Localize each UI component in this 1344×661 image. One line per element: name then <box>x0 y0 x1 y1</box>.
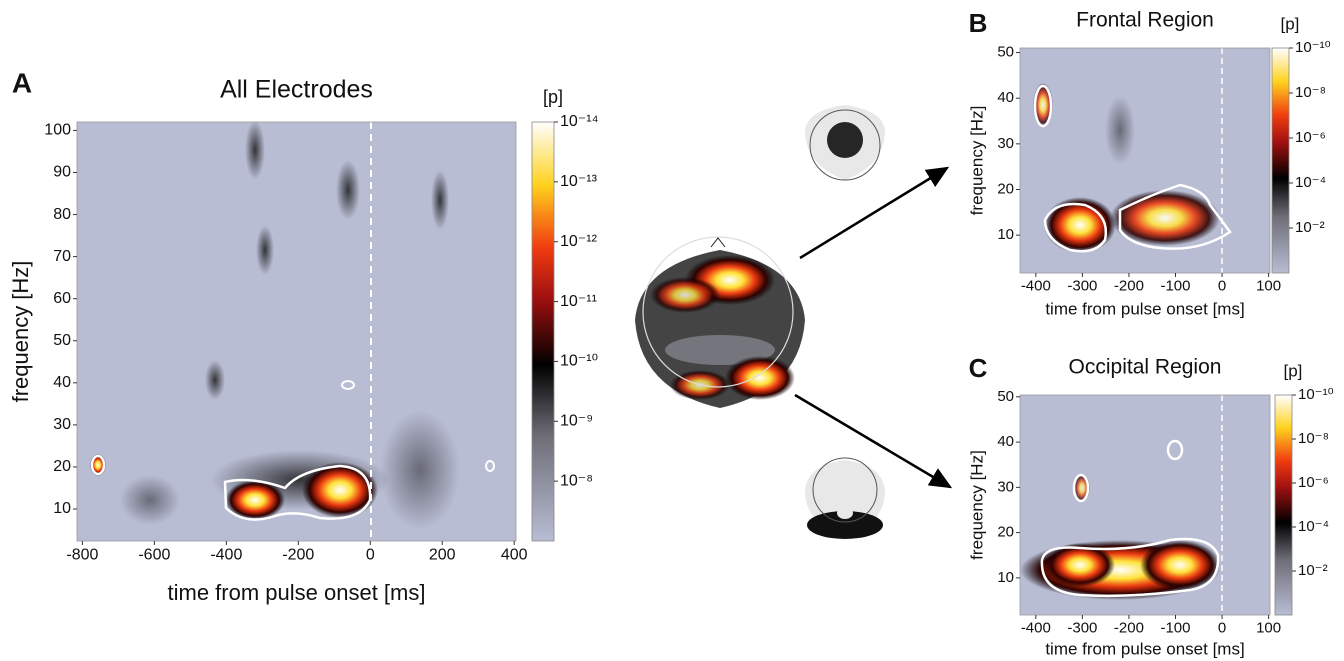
colorbar-tick-label: 10⁻² <box>1295 219 1325 236</box>
colorbar-tick-label: 10⁻¹¹ <box>560 293 597 310</box>
y-tick-label: 50 <box>997 388 1014 405</box>
x-axis-label: time from pulse onset [ms] <box>168 580 426 605</box>
colorbar-tick-label: 10⁻⁴ <box>1295 174 1326 191</box>
figure: A All Electrodes time from pulse onset [ms… <box>0 0 1344 661</box>
x-tick-label: -200 <box>1114 277 1144 294</box>
x-tick-label: -600 <box>138 547 170 564</box>
x-tick-label: -400 <box>1021 277 1051 294</box>
y-tick-label: 10 <box>997 569 1014 586</box>
panel-label: B <box>969 8 988 38</box>
x-axis-label: time from pulse onset [ms] <box>1045 639 1244 658</box>
y-tick-label: 20 <box>997 524 1014 541</box>
y-tick-label: 10 <box>997 226 1014 243</box>
x-tick-label: -400 <box>210 547 242 564</box>
y-tick-label: 100 <box>44 122 71 139</box>
colorbar-tick-label: 10⁻⁴ <box>1298 518 1329 535</box>
y-axis-label: frequency [Hz] <box>967 106 986 216</box>
x-tick-label: 400 <box>501 547 528 564</box>
colorbar-tick-label: 10⁻¹⁰ <box>1298 386 1334 403</box>
x-tick-label: 100 <box>1256 277 1281 294</box>
y-tick-label: 30 <box>997 478 1014 495</box>
colorbar-tick-label: 10⁻¹³ <box>560 173 598 190</box>
panel-label: A <box>12 67 32 98</box>
x-tick-label: 100 <box>1256 619 1281 636</box>
x-axis-label: time from pulse onset [ms] <box>1045 299 1244 318</box>
chart-title: All Electrodes <box>220 76 373 104</box>
panel-label: C <box>969 353 988 383</box>
y-axis-label: frequency [Hz] <box>8 261 33 403</box>
colorbar-tick-label: 10⁻⁸ <box>1295 84 1326 101</box>
x-tick-label: 0 <box>366 547 375 564</box>
colorbar-label: [p] <box>543 87 563 107</box>
x-tick-label: -400 <box>1021 619 1051 636</box>
y-tick-label: 50 <box>53 332 71 349</box>
colorbar-tick-label: 10⁻⁸ <box>560 472 593 489</box>
y-tick-label: 40 <box>53 374 71 391</box>
y-tick-label: 50 <box>997 44 1014 61</box>
colorbar-tick-label: 10⁻¹² <box>560 233 598 250</box>
colorbar-tick-label: 10⁻² <box>1298 562 1328 579</box>
y-tick-label: 20 <box>997 180 1014 197</box>
y-tick-label: 70 <box>53 248 71 265</box>
x-tick-label: -800 <box>66 547 98 564</box>
y-tick-label: 40 <box>997 433 1014 450</box>
colorbar-tick-label: 10⁻¹⁰ <box>560 353 598 370</box>
y-tick-label: 10 <box>53 500 71 517</box>
y-axis-label: frequency [Hz] <box>967 450 986 560</box>
colorbar-label: [p] <box>1281 14 1300 33</box>
y-tick-label: 90 <box>53 164 71 181</box>
colorbar-label: [p] <box>1284 361 1303 380</box>
y-tick-label: 30 <box>53 416 71 433</box>
x-tick-label: 200 <box>429 547 456 564</box>
x-tick-label: -200 <box>282 547 314 564</box>
y-tick-label: 40 <box>997 89 1014 106</box>
y-tick-label: 60 <box>53 290 71 307</box>
colorbar <box>1272 48 1289 273</box>
colorbar-tick-label: 10⁻¹⁴ <box>560 113 599 130</box>
x-tick-label: -300 <box>1067 277 1097 294</box>
topography <box>635 105 950 539</box>
x-tick-label: -200 <box>1114 619 1144 636</box>
chart-title: Occipital Region <box>1069 356 1222 379</box>
colorbar <box>1275 395 1292 615</box>
colorbar-tick-label: 10⁻⁸ <box>1298 430 1329 447</box>
y-tick-label: 20 <box>53 458 71 475</box>
chart-title: Frontal Region <box>1076 9 1214 32</box>
colorbar-tick-label: 10⁻⁶ <box>1298 474 1329 491</box>
x-tick-label: 0 <box>1218 277 1226 294</box>
x-tick-label: 0 <box>1218 619 1226 636</box>
colorbar-tick-label: 10⁻⁶ <box>1295 129 1326 146</box>
x-tick-label: -300 <box>1067 619 1097 636</box>
y-tick-label: 30 <box>997 135 1014 152</box>
x-tick-label: -100 <box>1160 619 1190 636</box>
colorbar <box>532 122 554 541</box>
x-tick-label: -100 <box>1160 277 1190 294</box>
colorbar-tick-label: 10⁻⁹ <box>560 413 593 430</box>
y-tick-label: 80 <box>53 206 71 223</box>
colorbar-tick-label: 10⁻¹⁰ <box>1295 39 1331 56</box>
